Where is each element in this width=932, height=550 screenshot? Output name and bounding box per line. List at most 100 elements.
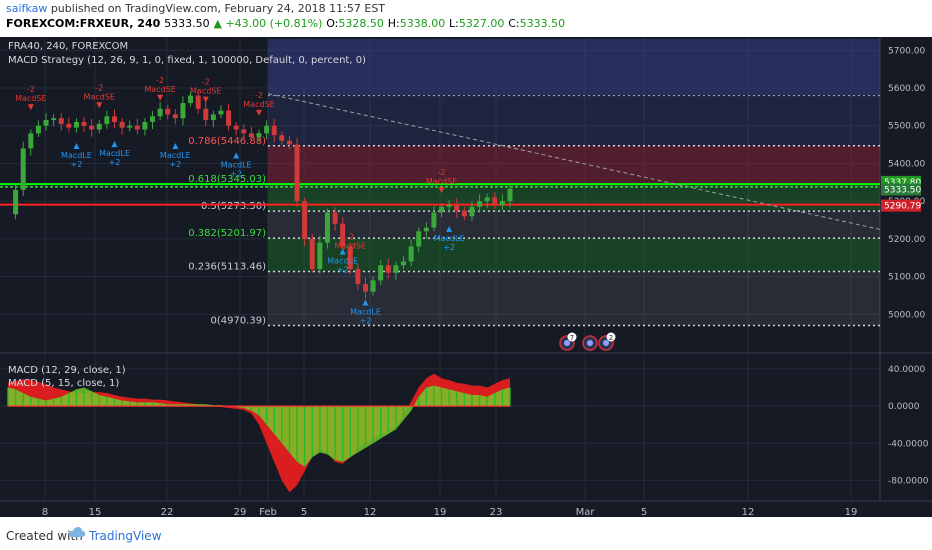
price-change: ▲ +43.00 (+0.81%) xyxy=(213,17,323,30)
signal-note: -2 xyxy=(156,76,164,85)
candle-body xyxy=(302,201,308,239)
fib-zone-top xyxy=(268,39,880,96)
candle-body xyxy=(355,269,361,285)
candle-body xyxy=(340,223,346,247)
author-link[interactable]: saifkaw xyxy=(6,2,48,15)
candle-body xyxy=(294,144,300,202)
candle-body xyxy=(134,125,140,130)
price-badge-label: 5290.79 xyxy=(884,202,921,212)
long-arrow-icon xyxy=(362,299,369,306)
low-label: L: xyxy=(449,17,459,30)
candle-body xyxy=(150,116,156,122)
x-tick-label: 12 xyxy=(364,507,377,517)
x-tick-label: 29 xyxy=(234,507,247,517)
price-badge xyxy=(881,199,921,212)
macd2-legend: MACD (5, 15, close, 1) xyxy=(8,378,119,389)
signal-note: -2 xyxy=(255,91,263,100)
y-tick-label: 5200.00 xyxy=(888,235,925,245)
low-value: 5327.00 xyxy=(458,17,505,30)
signal-label-long: MacdLE xyxy=(99,149,130,158)
created-with-label: Created with xyxy=(6,529,83,543)
candle-body xyxy=(484,197,490,202)
candle-body xyxy=(233,125,239,130)
macd-tick-label: -40.0000 xyxy=(888,439,929,449)
candle-body xyxy=(20,148,26,190)
fib-zone xyxy=(268,271,880,326)
macd-tick-label: 40.0000 xyxy=(888,365,925,375)
candle-body xyxy=(111,116,117,122)
y-tick-label: 5100.00 xyxy=(888,273,925,283)
signal-label-short: MacdSE xyxy=(426,177,457,186)
signal-label-short: MacdSE xyxy=(15,94,46,103)
short-arrow-icon xyxy=(347,251,354,258)
price-badge xyxy=(881,183,921,196)
publish-header: saifkaw published on TradingView.com, Fe… xyxy=(6,2,385,15)
signal-note: -2 xyxy=(202,78,210,87)
signal-note: +2 xyxy=(360,317,372,326)
candle-body xyxy=(309,238,315,270)
candle-body xyxy=(188,95,194,104)
candle-body xyxy=(416,231,422,247)
chart-svg[interactable]: 0.786(5446.88) 0.618(5345.03) 0.5(5273.50)… xyxy=(0,37,932,518)
y-tick-label: 5700.00 xyxy=(888,46,925,56)
high-value: 5338.00 xyxy=(399,17,446,30)
event-icon-center xyxy=(603,340,609,346)
candle-body xyxy=(408,246,414,262)
fib-zone xyxy=(268,184,880,212)
open-value: 5328.50 xyxy=(338,17,384,30)
candle-body xyxy=(439,206,445,213)
signal-label-short: MacdSE xyxy=(243,100,274,109)
candle-body xyxy=(362,284,368,292)
signal-note: -2 xyxy=(438,168,446,177)
x-tick-label: 5 xyxy=(641,507,647,517)
long-arrow-icon xyxy=(111,141,118,148)
candle-body xyxy=(203,108,209,121)
tradingview-cloud-icon xyxy=(68,527,86,537)
long-arrow-icon xyxy=(446,226,453,233)
long-arrow-icon xyxy=(172,143,179,150)
signal-note: +2 xyxy=(443,243,455,252)
event-count: 2 xyxy=(609,334,613,342)
instrument-legend: FRA40, 240, FOREXCOM xyxy=(8,41,128,52)
event-icon-center xyxy=(587,340,593,346)
candle-body xyxy=(35,125,41,134)
publish-info: published on TradingView.com, February 2… xyxy=(50,2,386,15)
chart-area[interactable]: 0.786(5446.88) 0.618(5345.03) 0.5(5273.50)… xyxy=(0,37,932,518)
candle-body xyxy=(271,125,277,136)
candle-body xyxy=(142,121,148,130)
candle-body xyxy=(401,261,407,266)
close-value: 5333.50 xyxy=(519,17,566,30)
candle-body xyxy=(226,110,232,126)
short-arrow-icon xyxy=(202,96,209,103)
short-arrow-icon xyxy=(96,102,103,109)
macd-series-2-area xyxy=(8,385,510,467)
signal-note: -2 xyxy=(27,85,35,94)
candle-body xyxy=(324,212,330,243)
candle-body xyxy=(241,129,247,134)
candle-body xyxy=(157,108,163,117)
y-tick-label: 5400.00 xyxy=(888,159,925,169)
event-count-badge xyxy=(606,332,616,342)
signal-label-long: MacdLE xyxy=(350,308,381,317)
candle-body xyxy=(28,133,34,149)
price-badge-label: 5337.80 xyxy=(884,178,921,188)
long-arrow-icon xyxy=(339,248,346,255)
short-arrow-icon xyxy=(157,94,164,101)
y-tick-label: 5500.00 xyxy=(888,122,925,132)
candle-body xyxy=(66,123,72,128)
signal-label-long: MacdLE xyxy=(160,151,191,160)
strategy-legend: MACD Strategy (12, 26, 9, 1, 0, fixed, 1… xyxy=(8,55,366,66)
x-tick-label: 8 xyxy=(42,507,48,517)
signal-label-long: MacdLE xyxy=(61,151,92,160)
signal-note: +2 xyxy=(337,266,349,275)
candle-body xyxy=(469,206,475,217)
candle-body xyxy=(454,204,460,211)
candle-body xyxy=(165,108,171,115)
short-arrow-icon xyxy=(438,187,445,194)
candle-body xyxy=(378,265,384,281)
tradingview-brand[interactable]: TradingView xyxy=(89,529,162,543)
candle-body xyxy=(317,242,323,270)
candle-body xyxy=(195,95,201,109)
x-tick-label: 15 xyxy=(89,507,102,517)
candle-body xyxy=(385,265,391,273)
